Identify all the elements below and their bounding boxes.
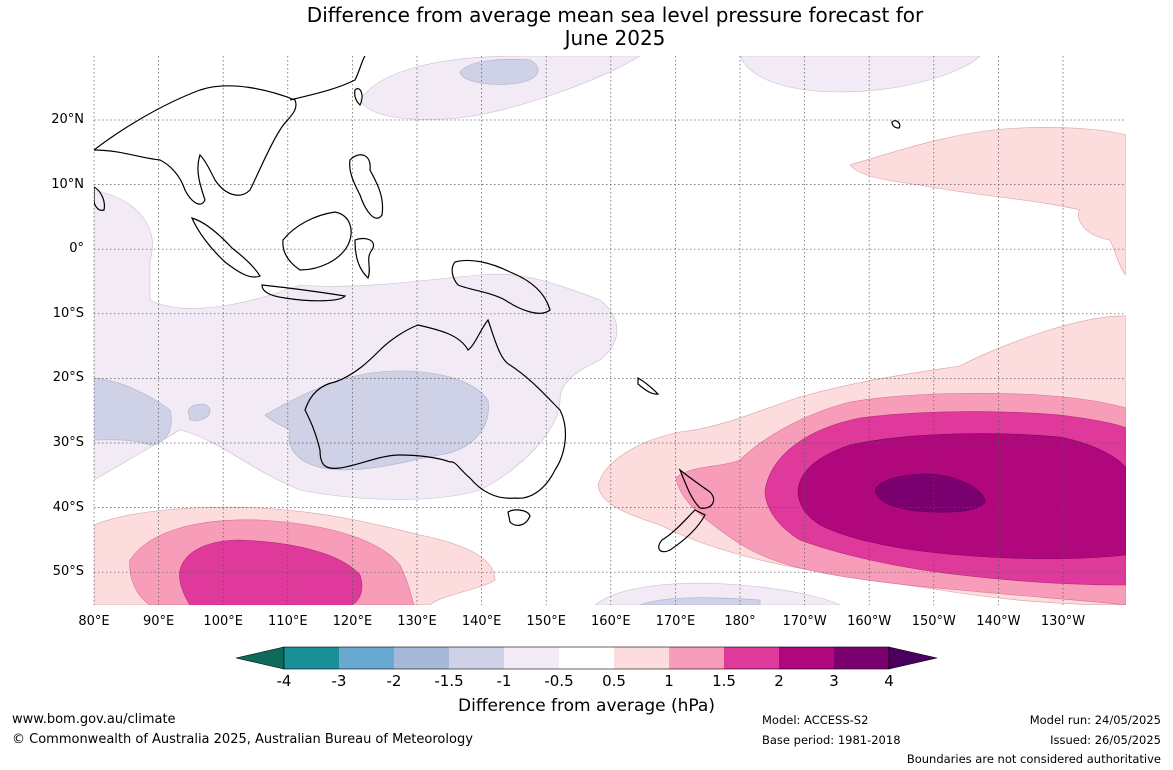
colorbar-swatch <box>504 647 559 669</box>
longitude-label: 160°W <box>847 614 892 629</box>
disclaimer-text: Boundaries are not considered authoritat… <box>906 752 1161 766</box>
colorbar-tick-label: -3 <box>331 672 347 690</box>
longitude-label: 120°E <box>332 614 373 629</box>
neg-anomaly-north <box>359 56 641 120</box>
longitude-label: 170°E <box>655 614 696 629</box>
longitude-label: 130°E <box>397 614 437 629</box>
borneo-outline <box>282 211 352 271</box>
longitude-label: 150°W <box>911 614 956 629</box>
new-zealand-north <box>678 468 715 509</box>
colorbar-tick-label: 1.5 <box>712 672 736 690</box>
copyright-text: © Commonwealth of Australia 2025, Austra… <box>12 732 473 747</box>
website-text: www.bom.gov.au/climate <box>12 712 176 727</box>
latitude-label: 30°S <box>52 435 84 450</box>
colorbar-swatch <box>394 647 449 669</box>
neg-anomaly-south-core <box>639 597 761 605</box>
latitude-label: 20°S <box>52 370 84 386</box>
colorbar-swatch <box>284 647 339 669</box>
neg-anomaly-indian-small <box>187 403 211 421</box>
issued-text: Issued: 26/05/2025 <box>1050 733 1161 747</box>
neg-anomaly-australia <box>264 370 489 471</box>
longitude-label: 140°W <box>976 614 1021 629</box>
colorbar <box>235 646 938 670</box>
longitude-label: 140°E <box>461 614 502 629</box>
latitude-label: 10°S <box>52 305 84 321</box>
colorbar-outline <box>283 646 890 670</box>
latitude-label: 50°S <box>52 564 84 580</box>
pos-anomaly-southeast-3 <box>874 473 986 513</box>
neg-anomaly-north-core <box>459 59 539 85</box>
colorbar-label: Difference from average (hPa) <box>458 696 715 716</box>
longitude-label: 170°W <box>782 614 827 629</box>
colorbar-swatch <box>449 647 504 669</box>
java-outline <box>261 284 347 302</box>
colorbar-swatch <box>669 647 724 669</box>
neg-anomaly-northeast <box>739 56 981 93</box>
sulawesi-outline <box>354 237 375 280</box>
colorbar-tick-label: 4 <box>884 672 894 690</box>
colorbar-swatch <box>779 647 834 669</box>
longitude-label: 80°E <box>78 614 110 629</box>
china-coast-outline <box>289 56 366 101</box>
colorbar-extend-low <box>235 646 285 670</box>
longitude-label: 130°W <box>1040 614 1086 629</box>
colorbar-extend-high <box>888 646 938 670</box>
latitude-label: 20°N <box>51 112 84 127</box>
colorbar-swatch <box>614 647 669 669</box>
new-guinea-outline <box>451 259 551 314</box>
colorbar-tick-label: -1.5 <box>434 672 464 690</box>
pos-anomaly-north-pacific <box>849 127 1126 276</box>
title-line-1: Difference from average mean sea level p… <box>306 3 924 27</box>
longitude-label: 100°E <box>203 614 243 629</box>
australia-outline <box>304 318 566 499</box>
title-line-2: June 2025 <box>564 26 666 50</box>
colorbar-tick-label: 0.5 <box>602 672 626 690</box>
colorbar-tick-label: -2 <box>386 672 402 690</box>
hawaii-outline <box>891 120 901 129</box>
graticule <box>93 56 1126 605</box>
sri-lanka-outline <box>94 186 105 211</box>
sumatra-outline <box>190 217 261 278</box>
longitude-label: 110°E <box>268 614 308 629</box>
coastlines <box>94 56 901 553</box>
neg-anomaly-indian <box>94 377 172 446</box>
colorbar-swatch <box>339 647 394 669</box>
colorbar-tick-label: 3 <box>829 672 839 690</box>
colorbar-tick-label: -1 <box>496 672 512 690</box>
philippines-outline <box>349 154 384 219</box>
model-text: Model: ACCESS-S2 <box>762 713 869 727</box>
latitude-label: 40°S <box>52 499 84 515</box>
colorbar-tick-label: 2 <box>774 672 784 690</box>
longitude-label: 180° <box>724 614 756 629</box>
model-run-text: Model run: 24/05/2025 <box>1029 713 1161 727</box>
indochina-outline <box>94 85 297 205</box>
latitude-label: 10°N <box>51 176 84 192</box>
colorbar-tick-label: -0.5 <box>544 672 574 690</box>
colorbar-swatch <box>724 647 779 669</box>
new-caledonia-outline <box>637 376 660 395</box>
chart-title: Difference from average mean sea level p… <box>200 4 1030 50</box>
longitude-label: 150°E <box>526 614 566 629</box>
colorbar-swatch <box>834 647 889 669</box>
new-zealand-south <box>658 509 706 553</box>
tasmania-outline <box>507 509 531 526</box>
colorbar-swatch <box>559 647 614 669</box>
latitude-label: 0° <box>69 241 84 257</box>
colorbar-tick-label: 1 <box>664 672 674 690</box>
anomaly-field <box>94 56 1126 605</box>
taiwan-outline <box>354 88 363 107</box>
longitude-label: 90°E <box>142 614 175 629</box>
base-period-text: Base period: 1981-2018 <box>762 733 901 747</box>
colorbar-tick-label: -4 <box>276 672 292 690</box>
longitude-label: 160°E <box>591 614 631 629</box>
